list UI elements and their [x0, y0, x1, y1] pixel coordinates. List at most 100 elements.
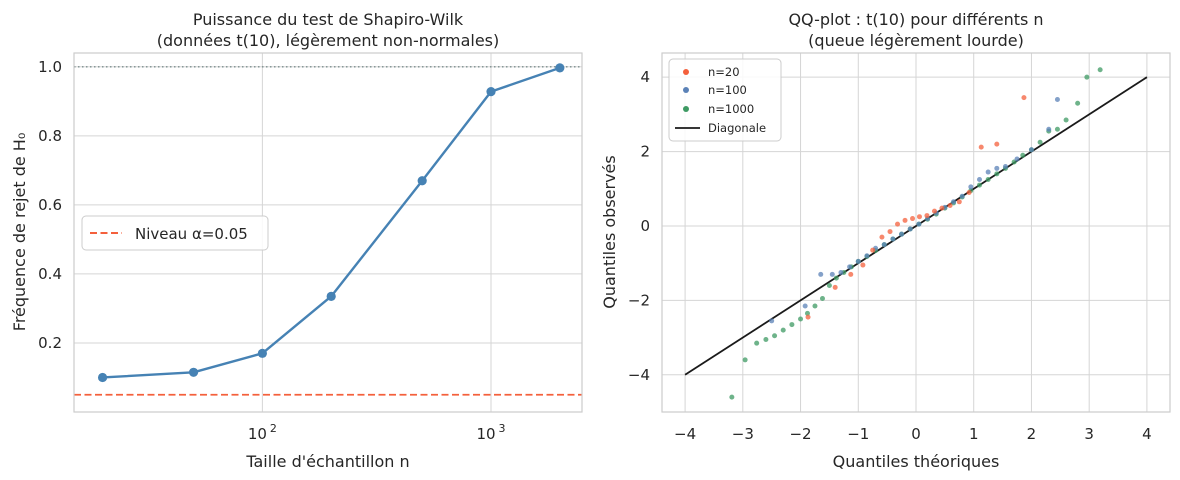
- qq-x-tick-label-0: −4: [674, 425, 696, 443]
- qq-x-tick-label-4: 0: [911, 425, 921, 443]
- qq-legend-n100-swatch: [683, 87, 689, 93]
- qq-point-n100-21: [985, 169, 991, 175]
- power-point-2: [257, 348, 267, 358]
- qq-point-n20-12: [931, 208, 937, 214]
- qq-y-axis-label: Quantiles observés: [600, 155, 619, 308]
- power-x-axis-label: Taille d'échantillon n: [245, 452, 409, 471]
- power-point-3: [326, 291, 336, 301]
- qq-point-n1000-0: [729, 394, 735, 400]
- power-legend-box: [81, 215, 269, 251]
- qq-point-n1000-8: [804, 310, 810, 316]
- power-y-tick-label-1: 0.4: [38, 265, 62, 283]
- qq-point-n100-11: [899, 231, 905, 237]
- qq-point-n20-3: [860, 262, 866, 268]
- power-series: [97, 63, 565, 383]
- qq-point-n20-8: [902, 217, 908, 223]
- qq-point-n100-23: [1002, 163, 1008, 169]
- power-x-tick-exp-1: 3: [499, 422, 506, 435]
- qq-x-ticks: −4 −3 −2 −1 0 1 2 3 4: [674, 425, 1152, 443]
- qq-point-n100-6: [855, 258, 861, 264]
- qq-point-n1000-29: [977, 182, 982, 188]
- power-y-tick-label-3: 0.8: [38, 127, 62, 145]
- qq-x-tick-label-1: −3: [732, 425, 754, 443]
- qq-x-tick-label-8: 4: [1142, 425, 1152, 443]
- qq-point-n100-13: [916, 221, 922, 227]
- qq-chart: −4 −3 −2 −1 0 1 2 3 4 −4 −2 0 2 4 QQ-plot : t(10) po…: [600, 10, 1171, 471]
- qq-legend-n1000-swatch: [683, 106, 689, 112]
- power-y-ticks: 0.2 0.4 0.6 0.8 1.0: [38, 58, 62, 352]
- power-point-5: [486, 87, 496, 97]
- qq-y-tick-label-0: −4: [628, 366, 650, 384]
- qq-point-n100-3: [829, 271, 835, 277]
- power-y-tick-label-4: 1.0: [38, 58, 62, 76]
- qq-point-n1000-1: [742, 357, 748, 363]
- qq-legend-n20-swatch: [683, 69, 689, 75]
- power-point-6: [555, 63, 565, 73]
- qq-legend-n20-label: n=20: [708, 65, 740, 79]
- qq-point-n100-5: [847, 264, 853, 270]
- qq-point-n1000-9: [812, 303, 818, 309]
- qq-point-n20-5: [879, 234, 885, 240]
- qq-point-n20-0: [805, 314, 811, 320]
- qq-x-axis-label: Quantiles théoriques: [833, 452, 1000, 471]
- qq-point-n1000-40: [1075, 100, 1081, 106]
- power-axes-frame: [73, 52, 583, 413]
- qq-y-tick-label-2: 0: [640, 217, 650, 235]
- qq-point-n20-15: [956, 199, 962, 205]
- qq-legend: n=20 n=100 n=1000 Diagonale: [668, 58, 782, 142]
- qq-point-n1000-12: [833, 275, 839, 281]
- qq-legend-n1000-label: n=1000: [708, 102, 754, 116]
- qq-point-n1000-11: [826, 283, 832, 289]
- qq-point-n1000-10: [819, 296, 825, 302]
- qq-axes-frame: [661, 52, 1171, 413]
- power-chart: 10 2 10 3 0.20.40.60.81.0 Puissance du test…: [10, 10, 583, 471]
- qq-point-n100-12: [907, 226, 913, 232]
- qq-point-n20-6: [887, 229, 893, 235]
- qq-point-n20-9: [910, 216, 916, 222]
- qq-point-n100-10: [890, 236, 896, 242]
- qq-x-tick-label-7: 3: [1084, 425, 1094, 443]
- qq-point-n1000-7: [798, 316, 804, 322]
- qq-x-tick-label-6: 2: [1027, 425, 1037, 443]
- qq-point-n100-17: [951, 199, 957, 205]
- power-point-0: [97, 372, 108, 383]
- qq-point-n100-22: [994, 165, 1000, 171]
- power-point-4: [417, 176, 427, 186]
- qq-x-tick-label-3: −1: [847, 425, 869, 443]
- qq-point-n20-19: [1021, 95, 1027, 101]
- power-y-tick-label-2: 0.6: [38, 196, 62, 214]
- qq-title-line2: (queue légèrement lourde): [808, 31, 1024, 50]
- qq-point-n100-19: [968, 184, 974, 190]
- qq-y-tick-label-4: 4: [640, 68, 650, 86]
- qq-x-tick-label-5: 1: [969, 425, 979, 443]
- power-title-line2: (données t(10), légèrement non-normales): [157, 31, 499, 50]
- power-legend: Niveau α=0.05: [81, 215, 269, 251]
- qq-y-tick-label-1: −2: [628, 291, 650, 309]
- qq-points: [729, 67, 1103, 400]
- qq-point-n1000-6: [789, 322, 795, 328]
- qq-legend-diagonal-label: Diagonale: [708, 121, 766, 135]
- power-reference-lines: [74, 66, 582, 396]
- qq-point-n100-20: [977, 176, 982, 182]
- qq-point-n20-18: [994, 141, 1000, 147]
- qq-point-n20-4: [870, 247, 876, 253]
- qq-point-n100-1: [802, 303, 808, 309]
- qq-point-n100-9: [881, 242, 887, 248]
- qq-point-n20-13: [939, 205, 945, 211]
- qq-point-n1000-39: [1063, 117, 1069, 123]
- power-y-axis-label: Fréquence de rejet de H₀: [10, 133, 29, 331]
- qq-point-n1000-2: [754, 340, 760, 346]
- qq-diagonal-line: [684, 76, 1148, 376]
- power-y-tick-label-0: 0.2: [38, 334, 62, 352]
- qq-point-n100-0: [769, 318, 775, 324]
- qq-point-n20-1: [832, 284, 838, 290]
- qq-point-n100-25: [1028, 147, 1034, 153]
- power-title-line1: Puissance du test de Shapiro-Wilk: [193, 10, 464, 29]
- qq-x-tick-label-2: −2: [789, 425, 811, 443]
- qq-point-n1000-30: [985, 176, 991, 182]
- qq-diagonal: [684, 76, 1148, 376]
- qq-point-n1000-3: [763, 336, 769, 342]
- qq-point-n1000-41: [1084, 74, 1090, 80]
- power-point-1: [188, 367, 199, 377]
